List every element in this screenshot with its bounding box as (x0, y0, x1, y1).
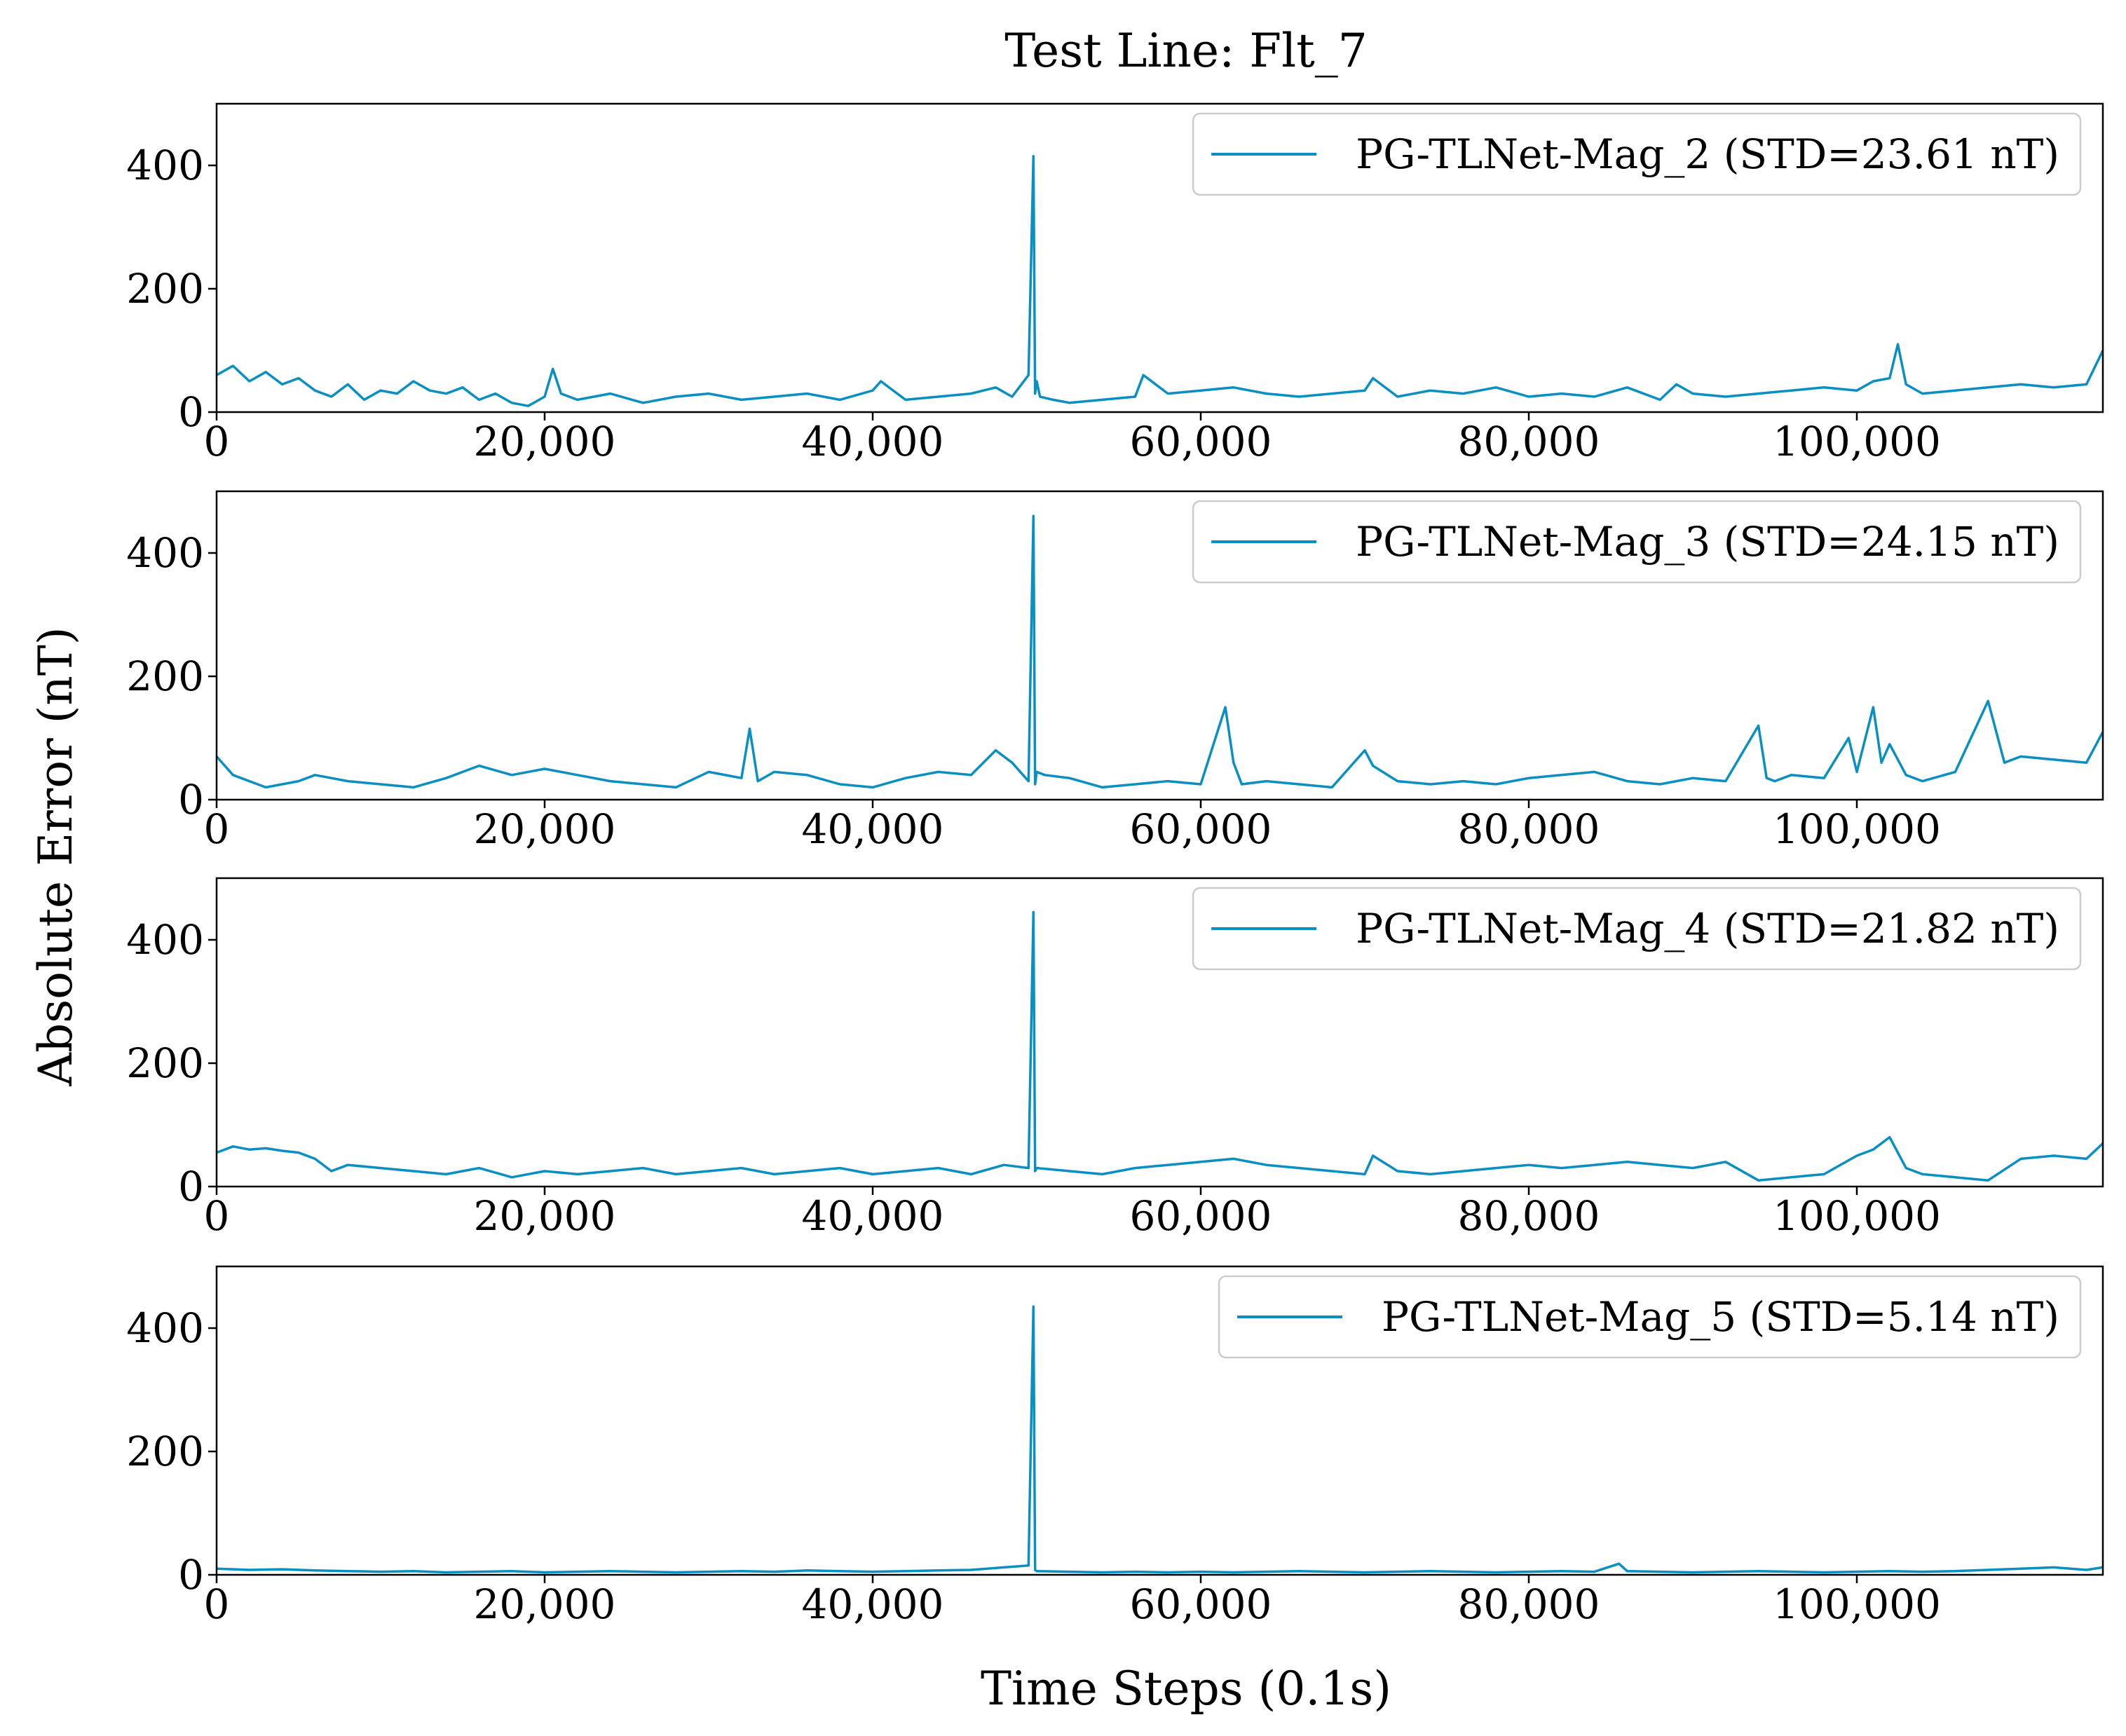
y-tick-label: 400 (126, 529, 204, 577)
x-tick-label: 0 (204, 418, 230, 465)
x-tick-label: 0 (204, 1192, 230, 1240)
x-tick-label: 80,000 (1458, 418, 1600, 465)
subplot-4: 0 200 400 0 20,000 40,000 60,000 80,000 100,000 P… (126, 1265, 2104, 1628)
subplot-2: 0 200 400 0 20,000 40,000 60,000 80,000 100,000 P… (126, 490, 2104, 853)
x-tick-label: 100,000 (1773, 1580, 1941, 1628)
x-tick-label: 20,000 (474, 1192, 616, 1240)
x-tick-label: 60,000 (1130, 1580, 1272, 1628)
legend: PG-TLNet-Mag_4 (STD=21.82 nT) (1192, 887, 2082, 971)
y-tick-label: 200 (126, 652, 204, 700)
y-tick-label: 0 (178, 1551, 204, 1599)
x-tick-label: 80,000 (1458, 1580, 1600, 1628)
subplot-3: 0 200 400 0 20,000 40,000 60,000 80,000 100,000 P… (126, 877, 2104, 1240)
x-tick-label: 100,000 (1773, 805, 1941, 853)
x-tick-label: 40,000 (802, 1580, 944, 1628)
legend-box (1192, 112, 2082, 196)
x-tick-label: 60,000 (1130, 1192, 1272, 1240)
x-tick-label: 0 (204, 1580, 230, 1628)
subplot-1: 0 200 400 0 20,000 40,000 60,000 80,000 100,000 P… (126, 102, 2104, 465)
x-tick-label: 40,000 (802, 805, 944, 853)
plot-frame (215, 877, 2104, 1188)
plot-frame (215, 490, 2104, 801)
x-tick-label: 20,000 (474, 1580, 616, 1628)
legend: PG-TLNet-Mag_5 (STD=5.14 nT) (1218, 1275, 2082, 1359)
figure-title: Test Line: Flt_7 (1004, 24, 1367, 78)
x-tick-label: 100,000 (1773, 418, 1941, 465)
y-tick-label: 400 (126, 142, 204, 189)
legend: PG-TLNet-Mag_2 (STD=23.61 nT) (1192, 112, 2082, 196)
y-tick-label: 0 (178, 388, 204, 436)
legend-label: PG-TLNet-Mag_5 (STD=5.14 nT) (1382, 1293, 2059, 1341)
y-tick-label: 0 (178, 1163, 204, 1210)
x-tick-label: 80,000 (1458, 1192, 1600, 1240)
legend-label: PG-TLNet-Mag_4 (STD=21.82 nT) (1356, 905, 2059, 952)
y-tick-label: 200 (126, 1428, 204, 1475)
y-tick-label: 0 (178, 776, 204, 823)
legend-box (1192, 500, 2082, 584)
legend-label: PG-TLNet-Mag_2 (STD=23.61 nT) (1356, 130, 2059, 178)
y-axis-label: Absolute Error (nT) (29, 627, 83, 1086)
x-tick-label: 100,000 (1773, 1192, 1941, 1240)
legend-box (1218, 1275, 2082, 1359)
x-tick-label: 60,000 (1130, 805, 1272, 853)
series-line-2-1 (215, 514, 2104, 789)
series-line-3-1 (216, 910, 2104, 1182)
series-line-4-1 (216, 1305, 2104, 1574)
x-tick-label: 40,000 (802, 418, 944, 465)
y-tick-label: 200 (126, 1039, 204, 1087)
y-tick-label: 400 (126, 1304, 204, 1352)
y-tick-label: 400 (126, 916, 204, 964)
x-tick-label: 20,000 (474, 805, 616, 853)
x-tick-label: 20,000 (474, 418, 616, 465)
x-tick-label: 60,000 (1130, 418, 1272, 465)
series-line-1-1 (216, 155, 2104, 407)
subplot-stack: 0 200 400 0 20,000 40,000 60,000 80,000 100,000 P… (126, 102, 2104, 1628)
legend-label: PG-TLNet-Mag_3 (STD=24.15 nT) (1356, 518, 2059, 566)
legend: PG-TLNet-Mag_3 (STD=24.15 nT) (1192, 500, 2082, 584)
x-tick-label: 40,000 (802, 1192, 944, 1240)
plot-frame (215, 1265, 2104, 1576)
x-tick-label: 80,000 (1458, 805, 1600, 853)
legend-box (1192, 887, 2082, 971)
x-tick-label: 0 (204, 805, 230, 853)
x-axis-label: Time Steps (0.1s) (981, 1662, 1391, 1716)
plot-frame (215, 102, 2104, 414)
y-tick-label: 200 (126, 265, 204, 313)
